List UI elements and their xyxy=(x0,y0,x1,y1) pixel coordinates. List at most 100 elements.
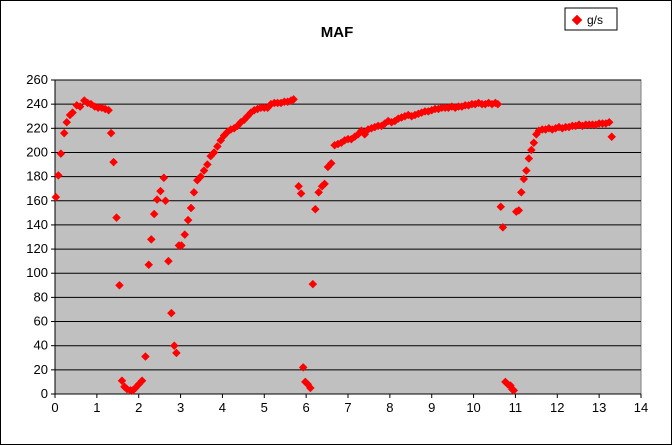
data-point-0-85 xyxy=(314,187,324,197)
data-point-0-9 xyxy=(79,96,89,105)
x-tick-label-14: 14 xyxy=(634,400,648,415)
data-point-0-146 xyxy=(509,386,519,395)
data-point-0-177 xyxy=(604,117,614,127)
y-tick-label-200: 200 xyxy=(26,144,48,159)
data-point-0-38 xyxy=(167,308,176,318)
data-point-0-79 xyxy=(298,363,308,372)
data-point-0-2 xyxy=(56,149,66,159)
data-point-0-40 xyxy=(172,348,181,358)
data-point-0-46 xyxy=(189,187,199,197)
y-tick-label-220: 220 xyxy=(26,120,48,135)
y-tick-label-140: 140 xyxy=(26,217,48,232)
data-point-0-30 xyxy=(144,260,154,270)
data-point-0-140 xyxy=(496,202,506,212)
data-point-0-154 xyxy=(529,138,539,148)
data-point-0-34 xyxy=(156,186,165,196)
data-point-0-32 xyxy=(149,209,159,219)
x-tick-label-6: 6 xyxy=(303,400,310,415)
data-point-0-141 xyxy=(498,222,508,232)
data-point-0-31 xyxy=(146,235,156,244)
data-point-0-78 xyxy=(296,189,306,198)
data-point-0-148 xyxy=(514,206,524,215)
data-point-0-20 xyxy=(115,280,124,290)
y-tick-label-180: 180 xyxy=(26,169,48,184)
data-point-0-77 xyxy=(294,181,303,191)
chart-title: MAF xyxy=(321,24,354,41)
data-point-0-84 xyxy=(310,204,320,214)
y-tick-label-160: 160 xyxy=(26,193,48,208)
data-point-0-3 xyxy=(59,128,69,138)
data-point-0-37 xyxy=(164,256,173,266)
x-tick-label-7: 7 xyxy=(344,400,351,415)
data-point-0-89 xyxy=(326,158,336,168)
data-point-0-36 xyxy=(161,196,170,206)
x-tick-label-10: 10 xyxy=(466,400,480,415)
data-point-0-8 xyxy=(75,102,85,111)
data-point-0-21 xyxy=(117,376,127,386)
data-point-0-35 xyxy=(159,173,169,183)
data-point-0-6 xyxy=(68,108,77,117)
x-tick-label-11: 11 xyxy=(509,400,523,415)
data-point-0-28 xyxy=(137,376,147,386)
data-point-0-48 xyxy=(196,172,206,181)
data-point-0-42 xyxy=(177,241,186,250)
data-point-0-49 xyxy=(199,166,209,175)
x-tick-label-12: 12 xyxy=(550,400,564,415)
data-point-0-1 xyxy=(53,171,63,180)
y-tick-label-20: 20 xyxy=(34,362,48,377)
y-tick-label-120: 120 xyxy=(26,241,48,256)
grid-lines xyxy=(55,79,641,371)
x-tick-label-5: 5 xyxy=(261,400,268,415)
data-point-0-53 xyxy=(213,142,222,151)
data-point-0-149 xyxy=(516,187,526,197)
x-tick-label-3: 3 xyxy=(177,400,184,415)
x-tick-label-1: 1 xyxy=(93,400,100,415)
data-point-0-139 xyxy=(493,99,503,109)
y-tick-label-80: 80 xyxy=(34,289,48,304)
y-axis-ticks: 0 20 40 60 80 100 120 140 160 180 200 220 240 260 xyxy=(26,72,55,401)
x-tick-label-8: 8 xyxy=(386,400,393,415)
data-point-0-43 xyxy=(180,230,190,239)
x-tick-label-4: 4 xyxy=(219,400,226,415)
data-point-0-153 xyxy=(526,145,536,155)
y-tick-label-100: 100 xyxy=(26,265,48,280)
data-point-0-19 xyxy=(112,213,121,223)
legend-label-g-s: g/s xyxy=(587,13,603,27)
x-tick-label-13: 13 xyxy=(592,400,606,415)
data-point-0-152 xyxy=(524,154,534,163)
data-point-0-52 xyxy=(209,148,219,157)
data-point-0-178 xyxy=(607,132,617,142)
data-point-0-76 xyxy=(289,94,298,104)
y-tick-label-60: 60 xyxy=(34,314,48,329)
data-point-0-0 xyxy=(51,192,61,202)
y-tick-label-40: 40 xyxy=(34,338,48,353)
y-tick-label-240: 240 xyxy=(26,96,48,111)
y-tick-label-0: 0 xyxy=(41,386,48,401)
data-point-0-17 xyxy=(106,128,116,138)
data-point-0-16 xyxy=(104,105,113,115)
x-tick-label-0: 0 xyxy=(51,400,58,415)
data-point-0-11 xyxy=(86,99,96,109)
legend: g/s xyxy=(564,7,618,31)
data-point-0-44 xyxy=(183,215,193,225)
data-point-0-82 xyxy=(305,383,315,393)
x-axis-ticks: 0 1 2 3 4 5 6 7 8 9 10 11 12 13 14 xyxy=(51,394,648,415)
data-point-0-33 xyxy=(152,195,162,204)
data-point-0-151 xyxy=(521,166,531,175)
data-point-0-39 xyxy=(169,341,179,351)
data-point-0-83 xyxy=(308,279,318,289)
legend-marker-diamond-icon xyxy=(571,14,583,26)
data-point-0-18 xyxy=(109,157,118,167)
data-point-0-45 xyxy=(186,203,196,213)
x-tick-label-9: 9 xyxy=(428,400,435,415)
data-point-0-29 xyxy=(141,352,150,361)
data-point-0-4 xyxy=(62,117,72,127)
data-point-0-50 xyxy=(203,160,212,169)
data-point-0-87 xyxy=(320,179,329,189)
x-tick-label-2: 2 xyxy=(135,400,142,415)
data-series-g-s xyxy=(51,94,617,395)
legend-box xyxy=(564,7,618,31)
y-tick-label-260: 260 xyxy=(26,72,48,87)
